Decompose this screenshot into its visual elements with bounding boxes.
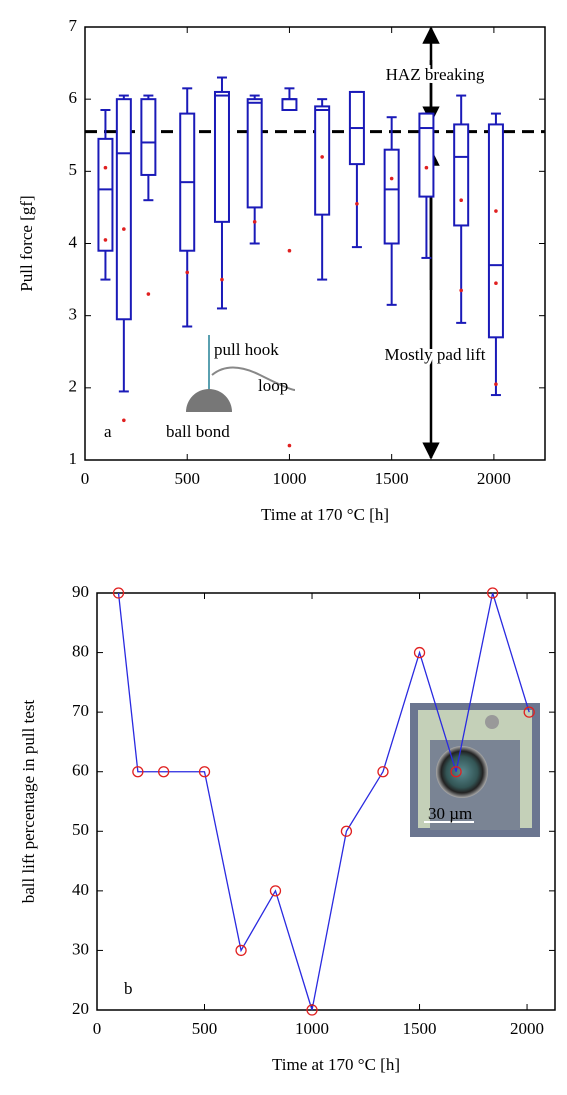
y-axis-label: Pull force [gf] bbox=[17, 195, 36, 291]
y-tick-label: 30 bbox=[72, 939, 89, 958]
x-tick-label: 1000 bbox=[272, 469, 306, 488]
outlier bbox=[459, 198, 463, 202]
y-tick-label: 4 bbox=[69, 232, 78, 251]
x-tick-label: 0 bbox=[93, 1019, 102, 1038]
box bbox=[213, 90, 230, 223]
outlier bbox=[459, 288, 463, 293]
marker bbox=[486, 587, 499, 599]
annotation: b bbox=[124, 979, 133, 998]
marker bbox=[235, 944, 247, 957]
outlier bbox=[122, 418, 126, 423]
x-tick-label: 500 bbox=[174, 469, 200, 488]
annotation: a bbox=[104, 422, 112, 441]
x-tick-label: 0 bbox=[81, 469, 90, 488]
y-axis-label: ball lift percentage in pull test bbox=[19, 699, 38, 903]
marker bbox=[112, 587, 125, 599]
marker bbox=[377, 766, 389, 778]
marker bbox=[413, 646, 426, 659]
x-axis-label: Time at 170 °C [h] bbox=[272, 1055, 400, 1074]
marker bbox=[306, 1004, 318, 1016]
outlier bbox=[220, 277, 224, 282]
marker bbox=[340, 825, 353, 837]
plot-frame bbox=[96, 592, 556, 1011]
plot-frame bbox=[84, 26, 546, 461]
wire-loop bbox=[211, 366, 296, 391]
outlier bbox=[494, 281, 498, 285]
box bbox=[140, 98, 157, 176]
outlier bbox=[424, 165, 429, 170]
outlier bbox=[287, 248, 292, 253]
y-tick-label: 40 bbox=[72, 880, 89, 899]
marker bbox=[132, 766, 144, 778]
ball-icon bbox=[186, 389, 233, 412]
outlier bbox=[389, 176, 394, 181]
outlier bbox=[494, 209, 498, 213]
y-tick-label: 3 bbox=[69, 305, 78, 324]
annotation: pull hook bbox=[214, 340, 279, 359]
y-tick-label: 50 bbox=[72, 820, 89, 839]
y-tick-label: 20 bbox=[72, 999, 89, 1018]
y-tick-label: 5 bbox=[69, 160, 78, 179]
x-tick-label: 2000 bbox=[510, 1019, 544, 1038]
y-tick-label: 6 bbox=[69, 88, 78, 107]
y-tick-label: 7 bbox=[69, 16, 78, 35]
marker bbox=[450, 766, 462, 778]
annotation: Mostly pad lift bbox=[384, 345, 485, 364]
outlier bbox=[103, 238, 108, 242]
y-tick-label: 80 bbox=[72, 641, 89, 660]
marker bbox=[523, 706, 535, 718]
box bbox=[383, 148, 400, 245]
outlier bbox=[320, 155, 324, 159]
inset-spot bbox=[485, 715, 499, 729]
outlier bbox=[287, 443, 292, 448]
y-tick-label: 1 bbox=[69, 449, 78, 468]
box bbox=[314, 105, 331, 216]
outlier bbox=[122, 227, 126, 231]
y-tick-label: 60 bbox=[72, 761, 89, 780]
series-line bbox=[117, 592, 530, 1011]
inset-ball bbox=[436, 746, 488, 798]
outlier bbox=[185, 270, 190, 275]
box bbox=[246, 98, 263, 209]
box bbox=[115, 98, 132, 321]
box bbox=[453, 123, 470, 227]
y-tick-label: 90 bbox=[72, 582, 89, 601]
x-tick-label: 1000 bbox=[295, 1019, 329, 1038]
y-tick-label: 2 bbox=[69, 377, 78, 396]
outlier bbox=[103, 165, 108, 170]
box bbox=[97, 137, 114, 252]
x-tick-label: 2000 bbox=[477, 469, 511, 488]
outlier bbox=[146, 292, 151, 296]
x-tick-label: 500 bbox=[192, 1019, 218, 1038]
marker bbox=[158, 766, 170, 778]
x-tick-label: 1500 bbox=[375, 469, 409, 488]
annotation: HAZ breaking bbox=[386, 65, 485, 84]
box bbox=[487, 123, 504, 339]
marker bbox=[269, 885, 282, 897]
box bbox=[418, 112, 435, 198]
annotation: loop bbox=[258, 376, 288, 395]
outlier bbox=[494, 382, 498, 387]
box bbox=[281, 98, 298, 111]
marker bbox=[198, 766, 211, 778]
x-tick-label: 1500 bbox=[403, 1019, 437, 1038]
outlier bbox=[355, 202, 359, 206]
annotation: 30 µm bbox=[428, 804, 472, 823]
y-tick-label: 70 bbox=[72, 701, 89, 720]
outlier bbox=[252, 220, 257, 224]
annotation: ball bond bbox=[166, 422, 230, 441]
x-axis-label: Time at 170 °C [h] bbox=[261, 505, 389, 524]
